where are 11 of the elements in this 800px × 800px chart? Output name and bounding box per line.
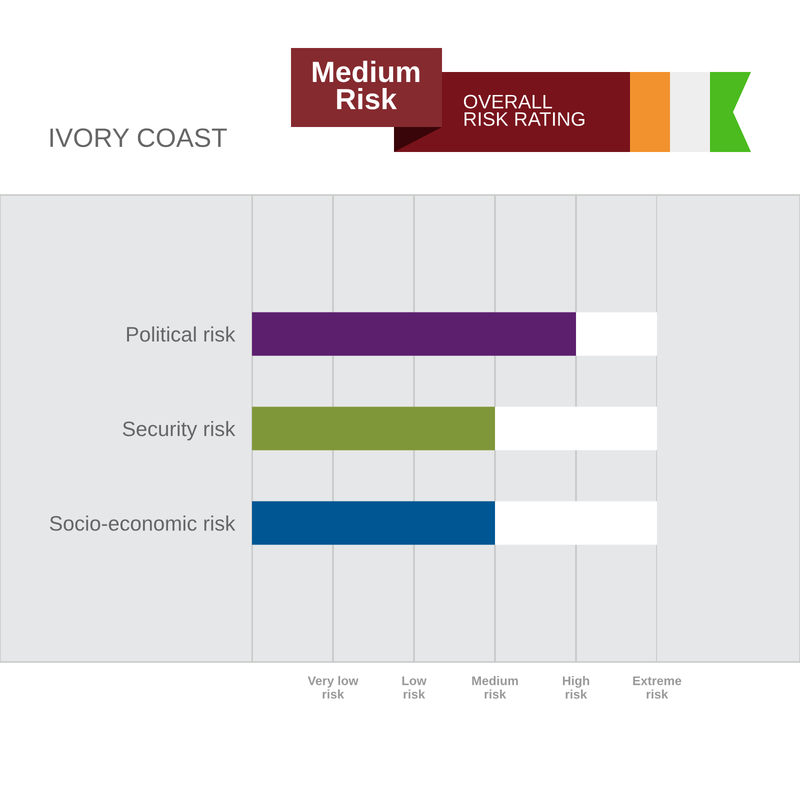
text: Extreme risk [633,676,682,699]
y-tick-label: Socio-economic risk [50,515,236,531]
chart-title: IVORY COAST [50,128,227,148]
y-tick-label: Political risk [127,326,236,342]
text: High risk [562,676,590,699]
y-tick-label: Security risk [122,420,236,440]
text: Medium risk [472,676,518,699]
text: Low risk [402,676,427,699]
text: Medium Risk [312,60,420,110]
text: Very low risk [308,676,358,699]
text: OVERALL RISK RATING [464,94,584,126]
